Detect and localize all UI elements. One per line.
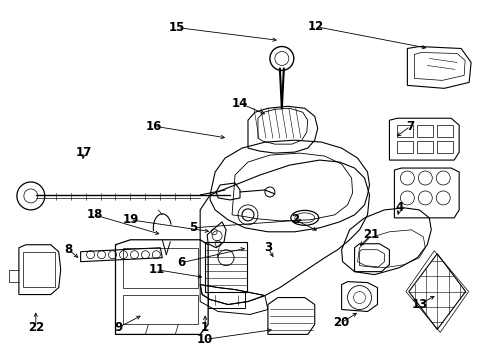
Bar [123,248,198,288]
Text: 1: 1 [201,321,209,334]
Bar [397,125,412,137]
Text: 15: 15 [169,21,185,34]
Text: 19: 19 [122,213,138,226]
Bar [436,141,452,153]
Text: 4: 4 [394,201,403,215]
Text: 8: 8 [64,243,73,256]
Text: 16: 16 [146,120,162,133]
Text: 5: 5 [189,221,197,234]
Text: 10: 10 [197,333,213,346]
Bar [416,141,432,153]
Text: 18: 18 [86,208,102,221]
Text: 21: 21 [363,228,379,241]
Text: 3: 3 [264,241,271,254]
Text: 12: 12 [307,20,323,33]
Bar [416,125,432,137]
Text: 7: 7 [406,120,413,133]
Text: 20: 20 [333,316,349,329]
Bar [436,125,452,137]
Bar [23,252,55,287]
Text: 17: 17 [75,145,92,159]
Text: 11: 11 [148,263,164,276]
Text: 13: 13 [410,298,427,311]
Bar [397,141,412,153]
Text: 6: 6 [177,256,185,269]
Text: 2: 2 [290,213,298,226]
Text: 14: 14 [231,97,248,110]
Text: 22: 22 [28,321,44,334]
Text: 9: 9 [114,321,122,334]
Bar [205,242,246,292]
Bar [123,294,198,324]
